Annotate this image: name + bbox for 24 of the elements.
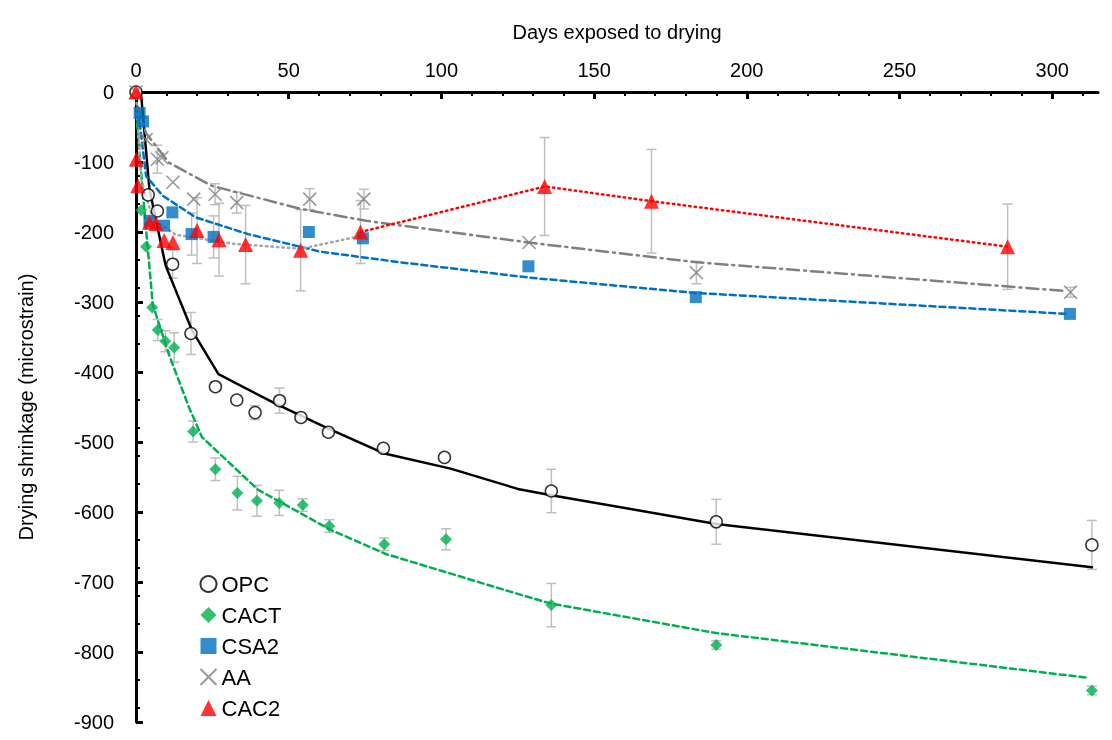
- y-tick-label: -200: [73, 221, 114, 243]
- x-tick-label: 50: [277, 59, 300, 81]
- x-tick-label: 200: [730, 59, 764, 81]
- x-tick-label: 300: [1035, 59, 1069, 81]
- x-tick-label: 150: [577, 59, 611, 81]
- x-axis-title: Days exposed to drying: [512, 21, 722, 43]
- legend-label: CAC2: [221, 695, 281, 721]
- legend-label: CACT: [221, 602, 282, 628]
- y-tick-label: 0: [102, 81, 114, 103]
- y-tick-label: -100: [73, 151, 114, 173]
- legend-label: CSA2: [221, 633, 279, 659]
- x-tick-label: 250: [882, 59, 917, 81]
- y-axis-title: Drying shrinkage (microstrain): [15, 273, 37, 541]
- x-tick-label: 100: [424, 59, 459, 81]
- y-tick-label: -400: [73, 361, 114, 383]
- y-tick-label: -900: [73, 711, 114, 733]
- legend-label: OPC: [221, 571, 270, 597]
- y-tick-label: -300: [73, 291, 114, 313]
- y-tick-label: -800: [73, 641, 114, 663]
- x-tick-label: 0: [130, 59, 142, 81]
- legend-label: AA: [221, 664, 252, 690]
- y-tick-label: -500: [73, 431, 114, 453]
- y-tick-label: -600: [73, 501, 114, 523]
- y-tick-label: -700: [73, 571, 114, 593]
